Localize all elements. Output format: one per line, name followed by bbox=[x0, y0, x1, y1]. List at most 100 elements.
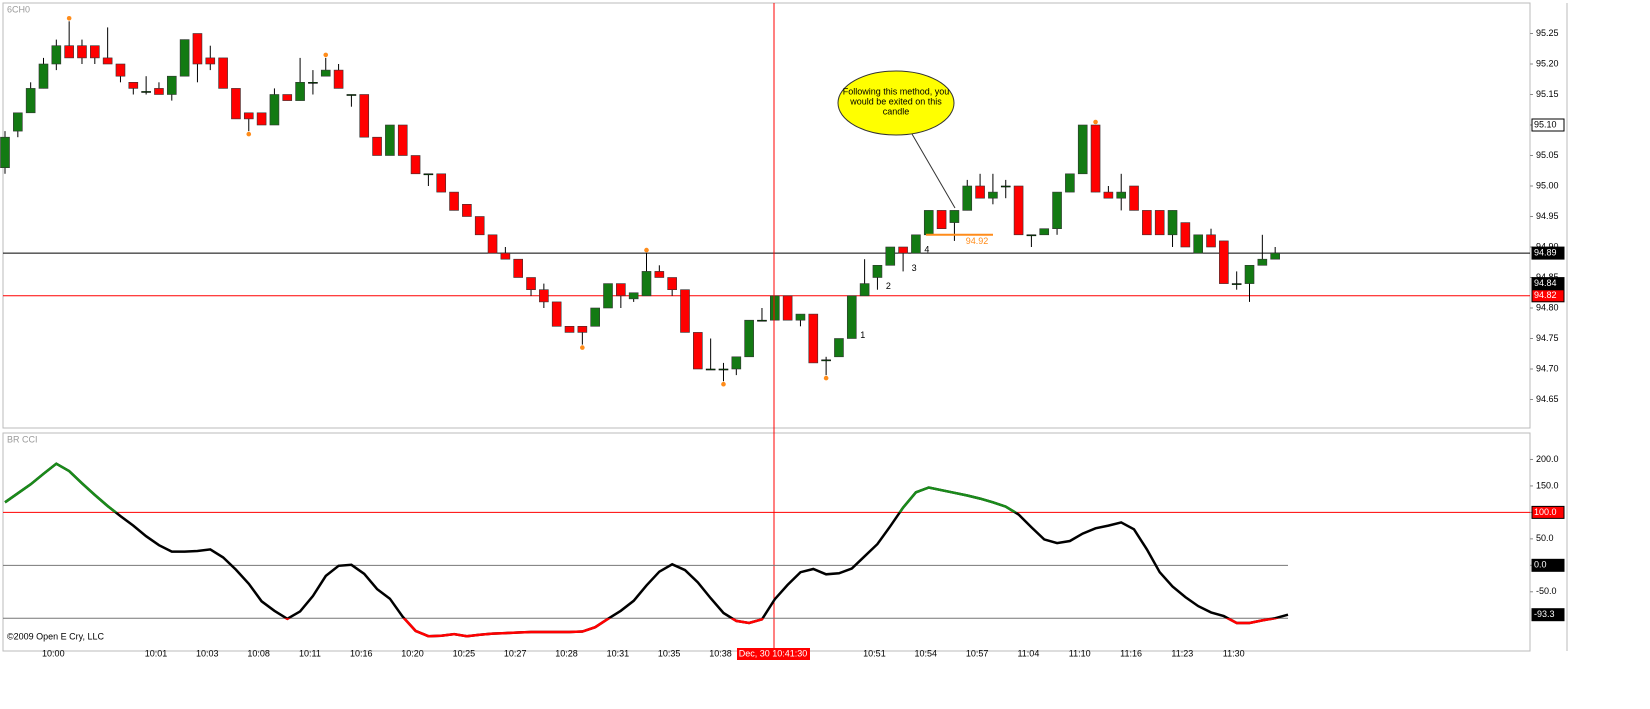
candle-body bbox=[1129, 185, 1139, 211]
x-tick-label: 10:31 bbox=[607, 648, 630, 658]
x-tick-label: 11:30 bbox=[1223, 648, 1245, 658]
candle-body bbox=[410, 155, 421, 175]
price-marker-label: 94.89 bbox=[1534, 247, 1557, 257]
candle-body bbox=[13, 112, 23, 132]
candle-body bbox=[731, 356, 742, 370]
candle-body bbox=[1039, 228, 1050, 236]
x-tick-label: 10:11 bbox=[299, 648, 321, 658]
candle-body bbox=[154, 88, 164, 95]
candle-body bbox=[231, 88, 241, 120]
candle-body bbox=[936, 210, 947, 229]
callout bbox=[837, 70, 955, 136]
candle-body bbox=[115, 63, 126, 77]
candle-body bbox=[744, 319, 754, 358]
x-tick-label: 11:23 bbox=[1171, 648, 1193, 658]
crosshair-label-box bbox=[737, 648, 810, 660]
x-tick-label: 10:01 bbox=[145, 648, 168, 658]
candle-body bbox=[487, 234, 498, 254]
x-tick-label: 10:57 bbox=[966, 648, 989, 658]
pivot-low bbox=[246, 131, 252, 137]
price-marker-label: 100.0 bbox=[1534, 507, 1557, 517]
x-tick-label: 10:00 bbox=[42, 648, 65, 658]
y-tick-label: 200.0 bbox=[1536, 454, 1559, 464]
candle-body bbox=[808, 313, 819, 364]
price-marker-box bbox=[1531, 289, 1565, 303]
candle-body bbox=[705, 368, 716, 371]
candle-body bbox=[102, 57, 113, 65]
cci-line bbox=[4, 462, 1289, 638]
candle-body bbox=[1090, 124, 1101, 193]
candle-body bbox=[1065, 173, 1075, 193]
candle-body bbox=[975, 185, 985, 199]
candle-body bbox=[346, 94, 357, 96]
candle-body bbox=[513, 258, 524, 278]
candle-body bbox=[1013, 185, 1024, 236]
x-tick-label: 11:04 bbox=[1017, 648, 1039, 658]
candle-body bbox=[449, 191, 459, 211]
x-tick-label: 10:28 bbox=[555, 648, 578, 658]
candle-body bbox=[1231, 283, 1242, 285]
candle-body bbox=[282, 94, 293, 101]
candle-body bbox=[474, 216, 485, 236]
cci-panel bbox=[2, 432, 1531, 652]
pivot-high bbox=[323, 52, 329, 58]
price-marker-label: 94.82 bbox=[1534, 290, 1557, 300]
x-tick-label: 10:03 bbox=[196, 648, 219, 658]
candle-body bbox=[179, 39, 190, 77]
x-tick-label: 10:38 bbox=[709, 648, 732, 658]
candle-body bbox=[423, 173, 434, 176]
x-tick-label: 11:16 bbox=[1120, 648, 1142, 658]
candle-body bbox=[397, 124, 408, 156]
candle-body bbox=[667, 277, 677, 290]
candle-body bbox=[1219, 240, 1229, 284]
pivot-high bbox=[644, 247, 649, 253]
candle-body bbox=[218, 57, 228, 89]
candle-body bbox=[141, 91, 151, 93]
candle-body bbox=[577, 325, 588, 333]
price-marker-box bbox=[1531, 246, 1565, 260]
candle-body bbox=[1167, 210, 1178, 236]
cci-title: BR CCI bbox=[7, 434, 38, 444]
callout-pointer bbox=[911, 133, 956, 209]
candle-body bbox=[769, 295, 780, 321]
candle-body bbox=[295, 82, 305, 101]
x-tick-label: 10:20 bbox=[401, 648, 424, 658]
candle-body bbox=[1180, 222, 1191, 248]
price-marker-label: 94.84 bbox=[1534, 278, 1557, 288]
candle-body bbox=[205, 57, 216, 65]
callout-text: would be exited on this bbox=[849, 96, 942, 106]
count-label: 1 bbox=[860, 330, 865, 340]
count-label: 2 bbox=[886, 281, 891, 291]
candle-body bbox=[872, 264, 883, 278]
pivot-high bbox=[66, 15, 72, 21]
y-tick-label: 95.20 bbox=[1536, 58, 1559, 68]
candle-body bbox=[1000, 185, 1011, 188]
candle-body bbox=[846, 295, 857, 339]
candle-body bbox=[1206, 234, 1216, 248]
candle-body bbox=[1052, 191, 1062, 230]
candle-body bbox=[320, 69, 331, 77]
candle-body bbox=[757, 319, 767, 322]
candle-body bbox=[1257, 258, 1268, 266]
y-tick-label: 95.25 bbox=[1536, 28, 1559, 38]
candle-body bbox=[526, 277, 536, 290]
x-tick-label: 11:10 bbox=[1069, 648, 1091, 658]
candle-body bbox=[680, 289, 690, 333]
candle-body bbox=[38, 63, 49, 89]
candle-body bbox=[616, 283, 626, 297]
y-tick-label: 95.15 bbox=[1536, 89, 1559, 99]
candle-body bbox=[539, 289, 549, 303]
candle-body bbox=[462, 204, 472, 217]
callout-text: Following this method, you bbox=[843, 86, 950, 96]
count-label: 3 bbox=[912, 263, 917, 273]
candle-body bbox=[590, 307, 600, 327]
price-marker-label: 0.0 bbox=[1534, 560, 1547, 570]
y-tick-label: 94.65 bbox=[1536, 394, 1559, 404]
x-tick-label: 10:16 bbox=[350, 648, 373, 658]
price-marker-label: 95.10 bbox=[1534, 119, 1557, 129]
candle-body bbox=[898, 246, 908, 254]
candle-body bbox=[308, 82, 318, 84]
candle-body bbox=[923, 210, 934, 236]
candle-body bbox=[64, 45, 74, 59]
crosshair-label: Dec, 30 10:41:30 bbox=[739, 648, 808, 658]
